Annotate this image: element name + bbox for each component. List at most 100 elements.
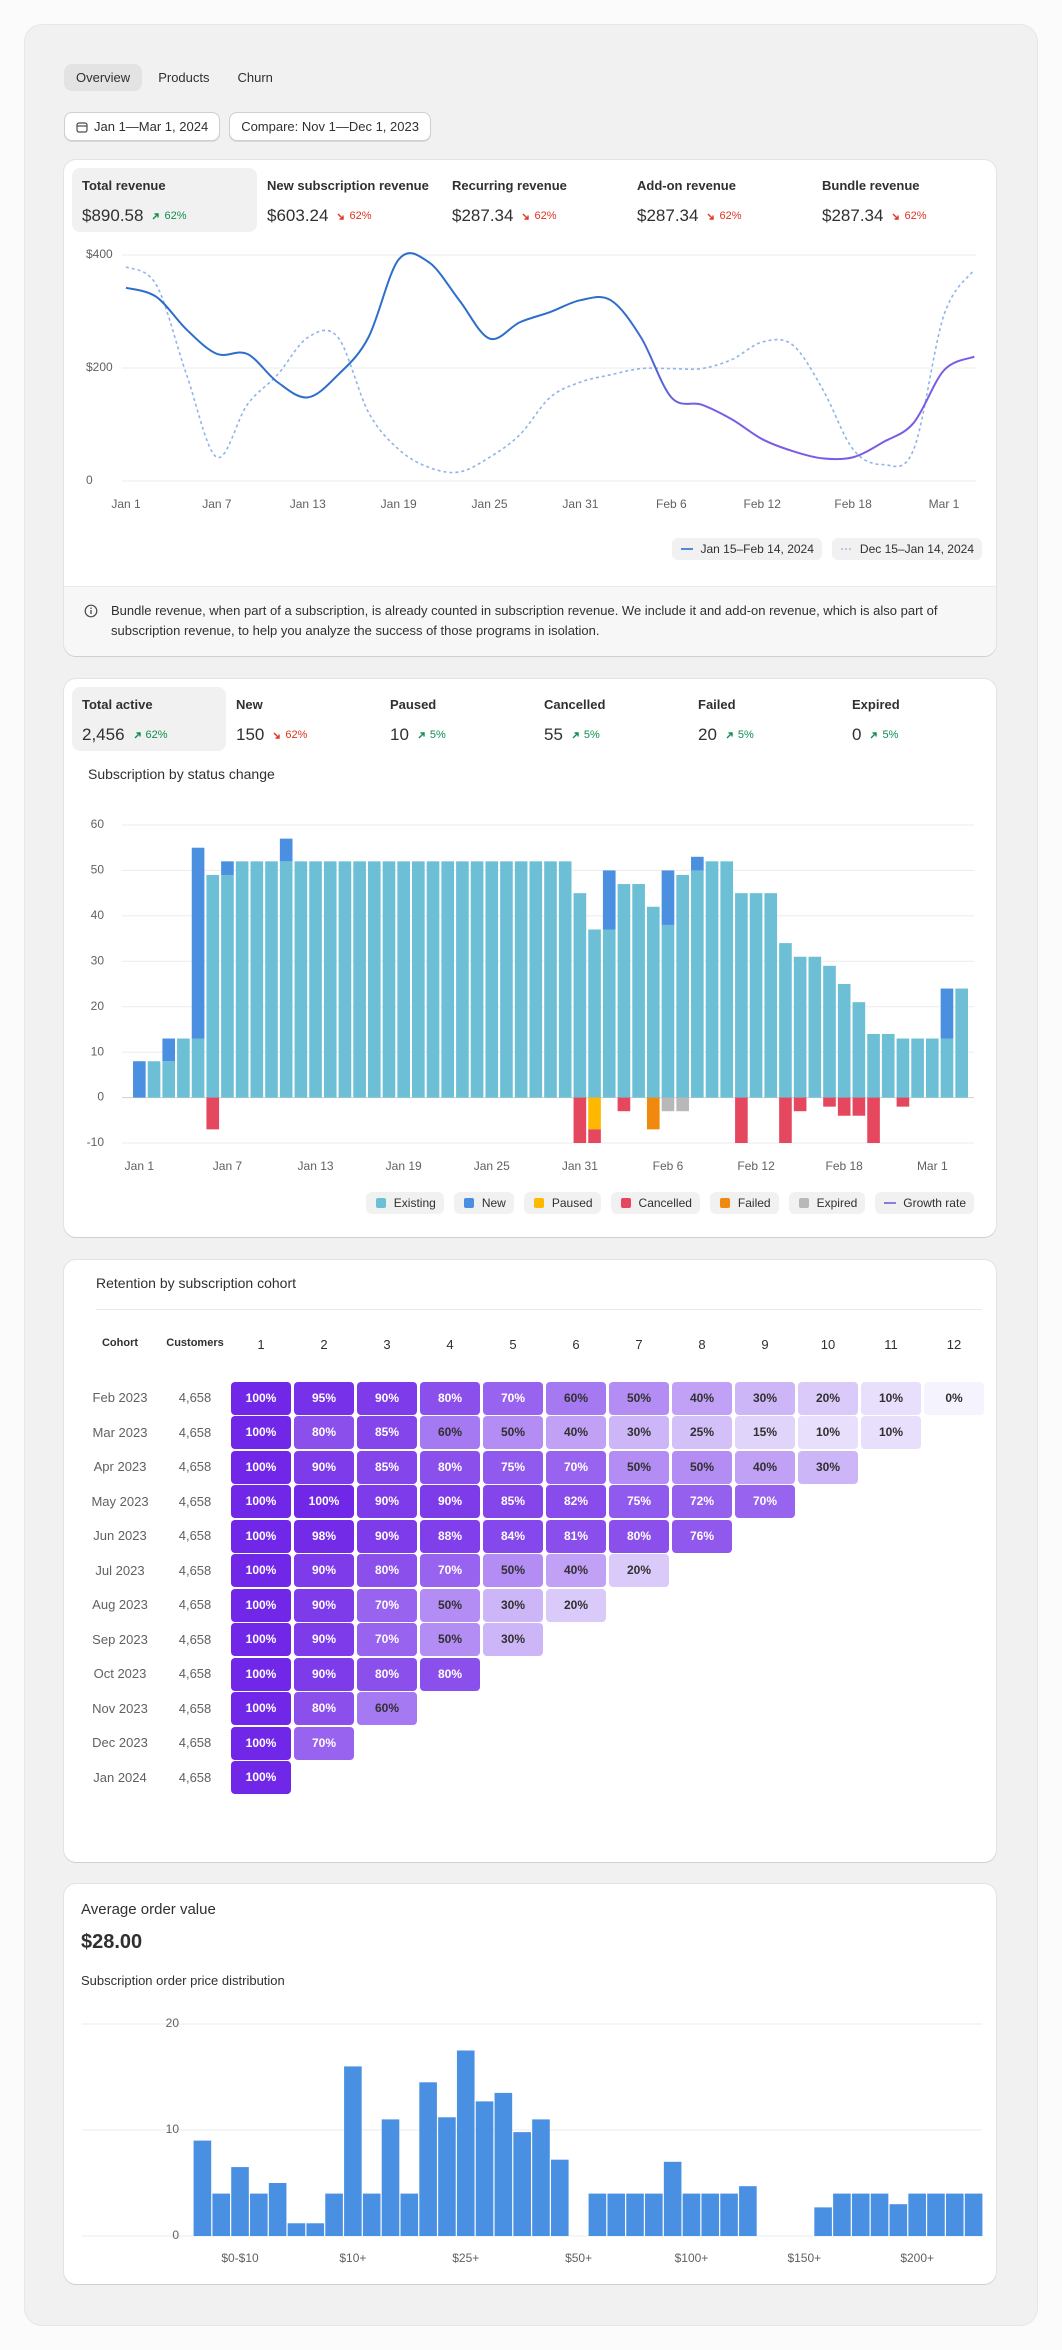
metric-tile[interactable]: New subscription revenue $603.24 62% <box>257 168 442 232</box>
customers: 4,658 <box>178 1735 212 1750</box>
metric-tile[interactable]: Bundle revenue $287.34 62% <box>812 168 996 232</box>
bar-segment <box>867 1097 880 1143</box>
x-tick-label: Feb 18 <box>826 1159 864 1173</box>
aov-value: $28.00 <box>81 1931 143 1953</box>
retention-cell: 80% <box>357 1657 417 1691</box>
arrow-path <box>134 731 141 738</box>
bar-segment <box>588 1129 601 1143</box>
trend-arrow <box>726 731 733 738</box>
metric-change: 5% <box>882 729 899 741</box>
compare-button[interactable]: Compare: Nov 1—Dec 1, 2023 <box>229 112 431 141</box>
metric-value: $287.34 <box>452 206 514 225</box>
y-tick-label: 0 <box>172 2228 179 2242</box>
retention-cell: 90% <box>294 1657 354 1691</box>
metric-tile[interactable]: Total active 2,456 62% <box>72 687 226 751</box>
bar-segment <box>881 1033 895 1098</box>
retention-cell: 75% <box>483 1450 543 1484</box>
swatch-box <box>463 1198 474 1208</box>
metric-tile[interactable]: Recurring revenue $287.34 62% <box>442 168 627 232</box>
retention-cell: 95% <box>294 1381 354 1415</box>
bar-segment <box>661 924 675 1098</box>
bar <box>814 2207 832 2236</box>
tabs: Overview Products Churn <box>64 64 285 91</box>
x-tick-label: $10+ <box>339 2251 366 2265</box>
retention-cell: 90% <box>294 1623 354 1656</box>
legend-swatch <box>463 1198 474 1208</box>
metric-change: 5% <box>429 729 446 741</box>
retention-cell: 100% <box>231 1761 291 1794</box>
bar-segment <box>940 1038 954 1098</box>
metric-tile[interactable]: New 150 62% <box>226 687 380 751</box>
revenue-card: Total revenue $890.58 62% New subscription … <box>64 160 996 656</box>
retention-cell: 90% <box>420 1485 480 1518</box>
bar <box>739 2186 757 2236</box>
date-range-button[interactable]: Jan 1—Mar 1, 2024 <box>64 112 221 141</box>
bar <box>231 2167 249 2236</box>
metric-tile[interactable]: Add-on revenue $287.34 62% <box>627 168 812 232</box>
bar <box>268 2183 287 2236</box>
bar <box>870 2193 889 2236</box>
bar-segment <box>617 1097 631 1112</box>
metric-change: 62% <box>719 210 742 222</box>
customers: 4,658 <box>178 1631 212 1647</box>
tab[interactable]: Overview <box>64 64 143 91</box>
bar-segment <box>309 861 322 1098</box>
tab[interactable]: Products <box>158 70 210 85</box>
y-tick-label: 50 <box>91 863 105 877</box>
metric-tile[interactable]: Failed 20 5% <box>688 687 842 751</box>
bar-segment <box>221 861 234 875</box>
retention-cell: 100% <box>231 1692 291 1725</box>
divider <box>96 1309 982 1310</box>
bar-segment <box>676 874 689 1098</box>
tab[interactable]: Churn <box>237 70 273 85</box>
retention-cell: 84% <box>483 1519 543 1553</box>
swatch-box <box>719 1198 730 1208</box>
column-header: 11 <box>884 1337 898 1352</box>
arrow-path <box>418 731 425 738</box>
retention-cell: 80% <box>420 1381 480 1415</box>
retention-cell: 70% <box>357 1588 417 1622</box>
info-icon <box>84 604 98 618</box>
bar <box>344 2066 362 2236</box>
metric-label: Add-on revenue <box>637 178 736 193</box>
bar-segment <box>573 893 587 1098</box>
metric-change: 62% <box>285 729 308 741</box>
retention-cell: 10% <box>861 1416 921 1449</box>
metric-tile[interactable]: Expired 0 5% <box>842 687 996 751</box>
metric-row: $890.58 62% <box>82 206 247 226</box>
bar-segment <box>265 861 278 1098</box>
bar <box>362 2193 381 2236</box>
bar-segment <box>632 884 645 1098</box>
bar <box>927 2193 945 2236</box>
legend-swatch <box>620 1198 631 1208</box>
bar-segment <box>617 884 631 1098</box>
metric-value: 150 <box>236 725 265 744</box>
metric-tile[interactable]: Paused 10 5% <box>380 687 534 751</box>
bar-segment <box>133 1061 146 1098</box>
metric-tile[interactable]: Cancelled 55 5% <box>534 687 688 751</box>
x-tick-label: Jan 7 <box>202 497 232 511</box>
retention-cell: 80% <box>357 1554 417 1587</box>
customers: 4,658 <box>178 1390 212 1405</box>
bar <box>851 2193 870 2236</box>
bar-segment <box>353 861 366 1098</box>
bar-segment <box>749 893 763 1098</box>
x-tick-label: Feb 18 <box>834 497 872 511</box>
bar-segment <box>896 1038 910 1098</box>
revenue-metrics: Total revenue $890.58 62% New subscription … <box>72 168 996 232</box>
metric-tile[interactable]: Total revenue $890.58 62% <box>72 168 257 232</box>
metric-change: 62% <box>349 210 372 222</box>
column-header: 4 <box>446 1337 454 1352</box>
retention-cell: 50% <box>609 1381 669 1415</box>
x-tick-label: Mar 1 <box>929 497 960 511</box>
y-tick-label: 10 <box>166 2122 180 2136</box>
metric-value: 10 <box>390 725 409 744</box>
y-tick-label: 0 <box>97 1090 104 1104</box>
price-distribution-chart: 0 10 20 $0-$10 $10+ $25+ $50+ $100+ $150+ $200+ <box>82 2016 983 2265</box>
cohort-label: Feb 2023 <box>92 1390 148 1405</box>
retention-cell: 60% <box>546 1381 606 1415</box>
bar <box>381 2119 400 2236</box>
x-tick-label: $50+ <box>565 2251 592 2265</box>
aov-title: Average order value <box>81 1901 216 1918</box>
retention-cell: 90% <box>294 1554 354 1587</box>
